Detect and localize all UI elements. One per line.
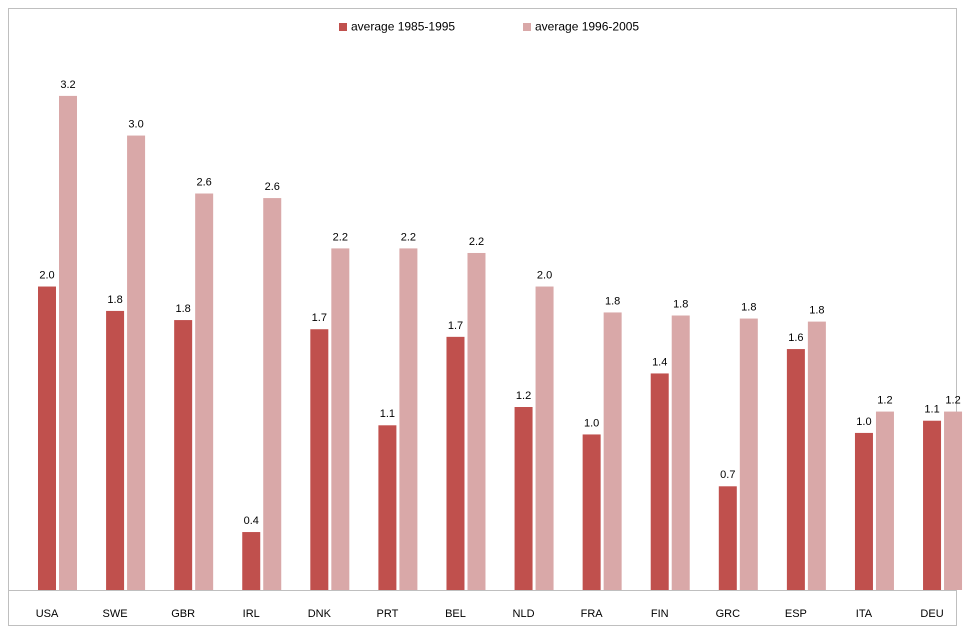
bar [38, 286, 56, 590]
value-label: 1.8 [176, 303, 191, 315]
value-label: 1.0 [856, 416, 871, 428]
x-tick-label: DNK [308, 608, 332, 620]
bar [739, 318, 758, 590]
value-label: 1.7 [312, 312, 327, 324]
bar [582, 434, 601, 590]
bar [807, 321, 826, 590]
value-label: 2.0 [537, 269, 552, 281]
value-label: 1.8 [605, 295, 620, 307]
chart-frame [8, 8, 957, 626]
x-tick-label: SWE [103, 608, 128, 620]
x-tick-label: PRT [376, 608, 398, 620]
value-label: 1.7 [448, 320, 463, 332]
value-label: 1.8 [741, 301, 756, 313]
value-label: 1.4 [652, 356, 667, 368]
bar [399, 248, 418, 590]
bar [944, 411, 963, 590]
bar [875, 411, 894, 590]
x-tick-label: GRC [716, 608, 741, 620]
bar [446, 336, 465, 590]
legend-label: average 1996-2005 [535, 20, 639, 34]
value-label: 1.6 [788, 332, 803, 344]
value-label: 2.0 [39, 269, 54, 281]
x-tick-label: GBR [171, 608, 195, 620]
legend-label: average 1985-1995 [351, 20, 455, 34]
value-label: 1.0 [584, 417, 599, 429]
bar [242, 532, 261, 590]
bar [331, 248, 350, 590]
value-label: 1.2 [516, 390, 531, 402]
value-label: 1.2 [877, 394, 892, 406]
bar [671, 315, 690, 590]
bar [535, 286, 554, 590]
bar [59, 95, 77, 591]
bar [263, 198, 282, 590]
bar [650, 373, 669, 590]
bar [718, 486, 737, 590]
bar [786, 349, 805, 590]
legend-swatch [523, 23, 531, 31]
value-label: 3.2 [60, 79, 75, 91]
value-label: 3.0 [128, 118, 143, 130]
value-label: 1.1 [924, 404, 939, 416]
x-tick-label: IRL [243, 608, 260, 620]
x-tick-label: FRA [581, 608, 604, 620]
bar [854, 432, 873, 590]
value-label: 1.1 [380, 408, 395, 420]
x-tick-label: BEL [445, 608, 466, 620]
value-label: 2.2 [333, 231, 348, 243]
x-tick-label: ITA [856, 608, 873, 620]
legend-swatch [339, 23, 347, 31]
value-label: 1.2 [945, 394, 960, 406]
x-tick-label: NLD [513, 608, 535, 620]
x-tick-label: DEU [920, 608, 943, 620]
value-label: 1.8 [107, 294, 122, 306]
value-label: 2.6 [265, 181, 280, 193]
value-label: 0.7 [720, 469, 735, 481]
bar [378, 425, 397, 590]
bar [195, 193, 214, 590]
x-tick-label: FIN [651, 608, 669, 620]
bar [127, 135, 146, 591]
bar [514, 407, 533, 590]
x-tick-label: USA [36, 608, 59, 620]
bar [106, 310, 125, 590]
value-label: 0.4 [244, 515, 259, 527]
bar [603, 312, 622, 590]
value-label: 1.8 [673, 298, 688, 310]
bar [310, 329, 329, 590]
value-label: 2.6 [197, 176, 212, 188]
value-label: 1.8 [809, 305, 824, 317]
bar [174, 320, 193, 590]
bar [923, 420, 942, 590]
value-label: 2.2 [469, 236, 484, 248]
x-tick-label: ESP [785, 608, 807, 620]
value-label: 2.2 [401, 231, 416, 243]
bar [467, 252, 486, 590]
